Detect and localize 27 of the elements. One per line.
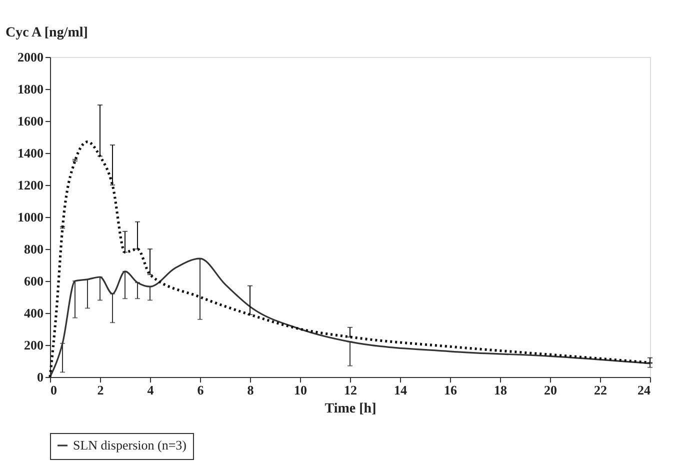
x-tick-label: 12 [344,382,357,398]
x-tick-label: 22 [594,382,607,398]
y-axis-title: Cyc A [ng/ml] [6,26,88,40]
x-tick-label: 4 [147,382,154,398]
x-tick-label: 6 [197,382,204,398]
y-tick-label: 1800 [18,82,44,96]
y-tick-label: 2000 [18,50,44,64]
y-tick-label: 600 [24,274,44,288]
legend-label: SLN dispersion (n=3) [73,438,186,452]
x-tick-label: 2 [97,382,104,398]
x-axis-title: Time [h] [324,402,376,416]
x-tick-label: 14 [394,382,408,398]
y-tick-label: 0 [37,370,44,384]
y-tick-label: 200 [24,338,44,352]
x-tick-label: 18 [494,382,508,398]
y-tick-label: 400 [24,306,44,320]
y-tick-label: 1200 [18,178,44,192]
y-tick-label: 1000 [18,210,44,224]
x-tick-label: 10 [294,382,307,398]
y-tick-label: 1400 [18,146,44,160]
y-tick-label: 800 [24,242,44,256]
x-tick-label: 24 [638,382,651,398]
x-tick-label: 16 [444,382,458,398]
x-tick-label: 0 [50,382,57,398]
y-tick-label: 1600 [18,114,44,128]
x-tick-label: 8 [247,382,254,398]
x-tick-label: 20 [544,382,557,398]
